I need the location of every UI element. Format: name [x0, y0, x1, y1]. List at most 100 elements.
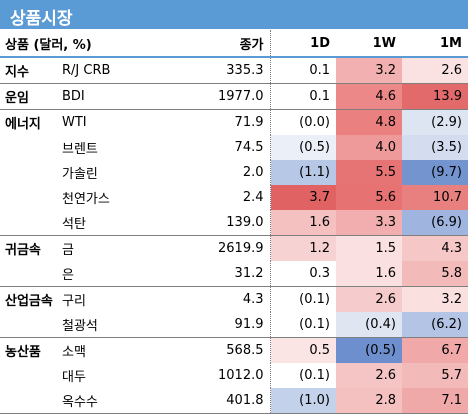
change-1m-cell: (9.7)	[402, 160, 468, 185]
change-1m-cell: 7.1	[402, 388, 468, 414]
commodity-name-cell: 천연가스	[62, 192, 110, 207]
category-cell: 운임	[0, 83, 58, 110]
panel-title: 상품시장	[10, 9, 73, 29]
change-1m-cell: (3.5)	[402, 135, 468, 160]
commodity-name-cell: BDI	[58, 83, 198, 110]
commodity-name-cell: 석탄	[58, 210, 198, 236]
commodity-name-cell: 은	[58, 261, 198, 287]
table-row: 산업금속 구리 4.3 (0.1) 2.6 3.2	[0, 286, 468, 312]
close-cell: 31.2	[198, 261, 271, 287]
table-row: 천연가스 2.4 3.7 5.6 10.7	[0, 185, 468, 210]
commodity-name-cell: 가솔린	[62, 167, 98, 182]
close-cell: 91.9	[198, 312, 271, 338]
commodity-name-cell: 소맥	[62, 345, 86, 360]
change-1m-cell: (6.2)	[402, 312, 468, 338]
change-1w-cell: 4.8	[336, 109, 402, 135]
change-1m-cell: 3.2	[402, 286, 468, 312]
table-row: 운임 BDI 1977.0 0.1 4.6 13.9	[0, 83, 468, 110]
change-1d-cell: (1.1)	[270, 160, 336, 185]
change-1d-cell: (0.5)	[270, 135, 336, 160]
change-1w-cell: 5.5	[336, 160, 402, 185]
commodity-name-cell: 대두	[62, 370, 86, 385]
table-body: 지수 R/J CRB 335.3 0.1 3.2 2.6 운임 BDI 1977.0 0.1 4.6…	[0, 57, 468, 414]
category-cell	[0, 312, 58, 338]
header-close: 종가	[198, 30, 271, 58]
change-1d-cell: (0.1)	[270, 286, 336, 312]
category-cell	[0, 363, 58, 388]
category-cell: 귀금속	[5, 243, 41, 258]
header-1w: 1W	[336, 30, 402, 58]
close-cell: 401.8	[198, 388, 271, 414]
change-1m-cell: 6.7	[402, 337, 468, 363]
table-row: 철광석 91.9 (0.1) (0.4) (6.2)	[0, 312, 468, 338]
change-1w-cell: 1.6	[336, 261, 402, 287]
category-cell	[0, 388, 58, 414]
commodity-name-cell: WTI	[62, 115, 87, 130]
table-row: 가솔린 2.0 (1.1) 5.5 (9.7)	[0, 160, 468, 185]
close-cell: 1977.0	[198, 83, 271, 110]
change-1w-cell: 4.0	[336, 135, 402, 160]
panel-header: 상품시장	[0, 0, 468, 29]
change-1d-cell: 0.1	[270, 83, 336, 110]
change-1d-cell: (0.0)	[270, 109, 336, 135]
close-cell: 139.0	[198, 210, 271, 236]
table-row: 대두 1012.0 (0.1) 2.6 5.7	[0, 363, 468, 388]
category-cell	[0, 135, 58, 160]
header-1m: 1M	[402, 30, 468, 58]
commodity-name-cell: 철광석	[58, 312, 198, 338]
category-cell	[0, 261, 58, 287]
change-1d-cell: 1.2	[270, 235, 336, 261]
category-cell	[0, 185, 58, 210]
table-row: 농산품 소맥 568.5 0.5 (0.5) 6.7	[0, 337, 468, 363]
change-1m-cell: 4.3	[402, 235, 468, 261]
change-1w-cell: 3.3	[336, 210, 402, 236]
change-1m-cell: 5.8	[402, 261, 468, 287]
table-row: 에너지 WTI 71.9 (0.0) 4.8 (2.9)	[0, 109, 468, 135]
table-row: 은 31.2 0.3 1.6 5.8	[0, 261, 468, 287]
change-1m-cell: 10.7	[402, 185, 468, 210]
change-1d-cell: (0.1)	[270, 363, 336, 388]
close-cell: 335.3	[198, 57, 271, 84]
change-1d-cell: 0.1	[270, 57, 336, 84]
change-1w-cell: 4.6	[336, 83, 402, 110]
close-cell: 2619.9	[198, 235, 271, 261]
change-1d-cell: 0.3	[270, 261, 336, 287]
change-1w-cell: 2.6	[336, 286, 402, 312]
category-cell: 지수	[0, 57, 58, 84]
change-1w-cell: (0.5)	[336, 337, 402, 363]
commodity-name-cell: 브렌트	[62, 142, 98, 157]
change-1w-cell: 5.6	[336, 185, 402, 210]
change-1w-cell: (0.4)	[336, 312, 402, 338]
change-1d-cell: 3.7	[270, 185, 336, 210]
change-1d-cell: (1.0)	[270, 388, 336, 414]
change-1w-cell: 1.5	[336, 235, 402, 261]
change-1m-cell: 5.7	[402, 363, 468, 388]
commodity-name-cell: 금	[62, 243, 74, 258]
table-header-row: 상품 (달러, %) 종가 1D 1W 1M	[0, 30, 468, 58]
change-1d-cell: 1.6	[270, 210, 336, 236]
change-1m-cell: (2.9)	[402, 109, 468, 135]
category-cell: 에너지	[5, 117, 41, 132]
close-cell: 2.0	[198, 160, 271, 185]
commodity-name-cell: R/J CRB	[58, 57, 198, 84]
change-1d-cell: 0.5	[270, 337, 336, 363]
table-row: 브렌트 74.5 (0.5) 4.0 (3.5)	[0, 135, 468, 160]
close-cell: 71.9	[198, 109, 271, 135]
change-1w-cell: 2.8	[336, 388, 402, 414]
table-row: 귀금속 금 2619.9 1.2 1.5 4.3	[0, 235, 468, 261]
change-1w-cell: 2.6	[336, 363, 402, 388]
table-row: 옥수수 401.8 (1.0) 2.8 7.1	[0, 388, 468, 414]
close-cell: 568.5	[198, 337, 271, 363]
change-1w-cell: 3.2	[336, 57, 402, 84]
change-1m-cell: 13.9	[402, 83, 468, 110]
commodity-name-cell: 구리	[62, 294, 86, 309]
close-cell: 1012.0	[198, 363, 271, 388]
table-row: 지수 R/J CRB 335.3 0.1 3.2 2.6	[0, 57, 468, 84]
commodity-table: 상품 (달러, %) 종가 1D 1W 1M 지수 R/J CRB 335.3 0.1…	[0, 30, 468, 414]
change-1m-cell: (6.9)	[402, 210, 468, 236]
category-cell: 농산품	[5, 345, 41, 360]
category-cell	[0, 160, 58, 185]
close-cell: 2.4	[198, 185, 271, 210]
category-cell	[0, 210, 58, 236]
